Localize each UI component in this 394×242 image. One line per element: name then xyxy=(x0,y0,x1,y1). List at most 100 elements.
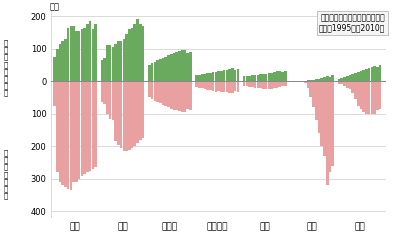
Bar xyxy=(164,81,167,106)
Bar xyxy=(89,21,91,81)
Bar xyxy=(148,65,151,81)
Bar xyxy=(262,74,265,81)
Bar xyxy=(362,81,365,112)
Bar xyxy=(78,81,80,179)
Bar xyxy=(170,81,173,109)
Text: 千件: 千件 xyxy=(49,2,59,11)
Bar xyxy=(307,81,309,88)
Bar xyxy=(181,81,184,112)
Bar xyxy=(329,81,331,172)
Bar xyxy=(120,81,123,148)
Bar xyxy=(109,45,112,81)
Bar xyxy=(204,81,206,89)
Bar xyxy=(376,67,379,81)
Bar xyxy=(368,81,370,114)
Bar xyxy=(139,81,141,140)
Bar xyxy=(379,65,381,81)
Bar xyxy=(265,74,268,81)
Bar xyxy=(270,81,273,89)
Bar xyxy=(56,81,59,172)
Bar xyxy=(315,79,318,81)
Bar xyxy=(170,53,173,81)
Bar xyxy=(198,81,201,88)
Bar xyxy=(61,41,64,81)
Bar xyxy=(178,81,181,111)
Bar xyxy=(159,81,162,103)
Bar xyxy=(354,73,357,81)
Bar xyxy=(70,81,72,190)
Bar xyxy=(236,69,239,81)
Bar xyxy=(254,75,256,81)
Bar xyxy=(340,78,343,81)
Bar xyxy=(154,81,156,101)
Bar xyxy=(254,81,256,88)
Text: グラフのデータは、各国ごとに
左から1995年～2010年: グラフのデータは、各国ごとに 左から1995年～2010年 xyxy=(319,13,385,32)
Bar xyxy=(131,28,133,81)
Bar xyxy=(173,81,175,110)
Bar xyxy=(195,81,198,87)
Bar xyxy=(184,81,186,112)
Bar xyxy=(217,81,220,91)
Bar xyxy=(265,81,268,89)
Bar xyxy=(106,81,109,114)
Bar xyxy=(154,62,156,81)
Bar xyxy=(236,81,239,92)
Bar xyxy=(338,79,340,81)
Bar xyxy=(245,76,248,81)
Bar xyxy=(78,31,80,81)
Bar xyxy=(151,63,153,81)
Bar xyxy=(326,76,329,81)
Bar xyxy=(234,81,236,91)
Bar xyxy=(156,60,159,81)
Bar xyxy=(81,29,83,81)
Bar xyxy=(223,81,225,92)
Bar xyxy=(156,81,159,102)
Bar xyxy=(206,73,209,81)
Bar xyxy=(91,29,94,81)
Bar xyxy=(106,45,109,81)
Bar xyxy=(83,81,86,174)
Bar xyxy=(318,81,320,133)
Bar xyxy=(248,81,251,87)
Bar xyxy=(273,81,276,88)
Bar xyxy=(248,76,251,81)
Bar xyxy=(59,44,61,81)
Bar xyxy=(204,74,206,81)
Bar xyxy=(376,81,379,111)
Bar xyxy=(103,81,106,104)
Bar xyxy=(259,74,262,81)
Bar xyxy=(70,26,72,81)
Bar xyxy=(357,72,359,81)
Bar xyxy=(270,73,273,81)
Bar xyxy=(195,75,198,81)
Bar xyxy=(223,70,225,81)
Bar xyxy=(365,81,368,114)
Bar xyxy=(123,81,125,151)
Bar xyxy=(304,81,307,83)
Bar xyxy=(273,72,276,81)
Bar xyxy=(374,81,376,114)
Bar xyxy=(134,24,136,81)
Bar xyxy=(343,81,346,86)
Bar xyxy=(234,70,236,81)
Bar xyxy=(251,81,254,87)
Bar xyxy=(189,52,192,81)
Bar xyxy=(186,53,189,81)
Bar xyxy=(134,81,136,146)
Bar xyxy=(276,71,278,81)
Bar xyxy=(167,55,170,81)
Bar xyxy=(371,81,373,114)
Bar xyxy=(215,72,217,81)
Bar xyxy=(379,81,381,109)
Bar xyxy=(229,69,231,81)
Bar xyxy=(100,60,103,81)
Bar xyxy=(178,51,181,81)
Bar xyxy=(114,81,117,141)
Bar xyxy=(307,80,309,81)
Bar xyxy=(94,24,97,81)
Bar xyxy=(220,81,223,92)
Bar xyxy=(162,58,164,81)
Bar xyxy=(217,71,220,81)
Bar xyxy=(61,81,64,185)
Bar xyxy=(346,76,349,81)
